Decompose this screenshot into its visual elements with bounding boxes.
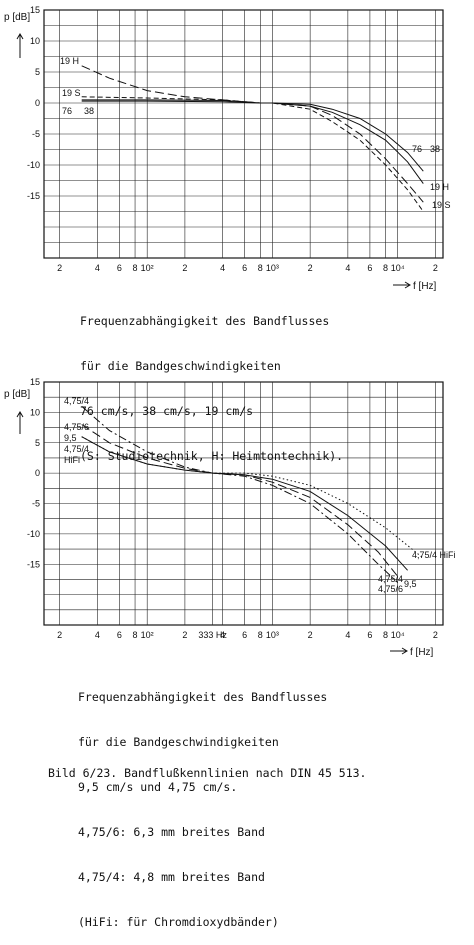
y-tick-label: 10 — [30, 407, 40, 417]
x-tick-label: 2 — [182, 630, 187, 640]
x-tick-label: 10³ — [266, 630, 279, 640]
curve-annotation: HiFi — [64, 455, 80, 465]
x-tick-label: 10⁴ — [391, 630, 405, 640]
x-tick-label: 6 — [242, 263, 247, 273]
curve-annotation: 4,75/6 — [64, 422, 89, 432]
caption-1-line: für die Bandgeschwindigkeiten — [80, 359, 281, 373]
x-tick-label: 6 — [367, 630, 372, 640]
figure-caption: Bild 6/23. Bandflußkennlinien nach DIN 4… — [48, 766, 367, 780]
y-tick-label: 5 — [35, 438, 40, 448]
x-tick-label: 8 — [133, 263, 138, 273]
caption-chart-1: Frequenzabhängigkeit des Bandflusses für… — [80, 284, 343, 479]
x-tick-label: 8 — [133, 630, 138, 640]
x-tick-label: 8 — [383, 263, 388, 273]
x-tick-label: 10² — [141, 630, 154, 640]
x-tick-label: 10⁴ — [391, 263, 405, 273]
x-tick-label: 2 — [433, 630, 438, 640]
x-tick-label: 2 — [308, 263, 313, 273]
x-tick-label: 2 — [433, 263, 438, 273]
curve-annotation: 4,75/4 — [378, 574, 403, 584]
x-tick-label: 4 — [220, 630, 225, 640]
x-tick-label: 10² — [141, 263, 154, 273]
caption-2-line: 9,5 cm/s und 4,75 cm/s. — [78, 780, 238, 794]
curve-annotation: 4,75/4 HiFi — [412, 550, 456, 560]
y-tick-label: -5 — [32, 499, 40, 509]
series-line — [81, 436, 408, 571]
x-tick-label: 2 — [182, 263, 187, 273]
curve-annotation: 19 S — [432, 200, 451, 210]
caption-2-line: (HiFi: für Chromdioxydbänder) — [78, 915, 279, 929]
y-tick-label: -15 — [27, 191, 40, 201]
y-tick-label: -10 — [27, 529, 40, 539]
series-line — [81, 96, 424, 212]
caption-1-line: Frequenzabhängigkeit des Bandflusses — [80, 314, 330, 328]
x-tick-label: 2 — [308, 630, 313, 640]
y-tick-label: 10 — [30, 36, 40, 46]
curve-annotation: 9,5 — [64, 433, 77, 443]
x-tick-label: 6 — [242, 630, 247, 640]
y-axis-label: p [dB] — [4, 12, 30, 23]
x-tick-label: 4 — [95, 630, 100, 640]
curve-annotation: 19 S — [62, 88, 81, 98]
y-axis-arrowhead — [16, 33, 24, 40]
x-tick-label: 2 — [57, 263, 62, 273]
x-axis-arrowhead — [404, 281, 411, 289]
caption-2-line: für die Bandgeschwindigkeiten — [78, 735, 279, 749]
x-tick-label: 2 — [57, 630, 62, 640]
curve-annotation: 9,5 — [404, 579, 417, 589]
curve-annotation: 38 — [84, 106, 94, 116]
caption-2-line: 4,75/4: 4,8 mm breites Band — [78, 870, 265, 884]
y-axis-arrowhead — [16, 411, 24, 418]
curve-annotation: 4,75/6 — [378, 584, 403, 594]
y-tick-label: -10 — [27, 160, 40, 170]
y-tick-label: 0 — [35, 468, 40, 478]
x-tick-label: 10³ — [266, 263, 279, 273]
x-tick-label: 8 — [258, 263, 263, 273]
series-line — [81, 436, 424, 559]
y-tick-label: 15 — [30, 377, 40, 387]
x-tick-label: 8 — [258, 630, 263, 640]
series-line — [81, 99, 424, 184]
y-tick-label: 15 — [30, 5, 40, 15]
curve-annotation: 38 — [430, 144, 440, 154]
x-tick-label: 6 — [117, 630, 122, 640]
curve-annotation: 76 — [62, 106, 72, 116]
y-tick-label: 0 — [35, 98, 40, 108]
x-tick-label: 333 Hz — [198, 630, 227, 640]
curve-annotation: 76 — [412, 144, 422, 154]
x-axis-arrowhead — [401, 647, 408, 655]
x-axis-label: f [Hz] — [410, 647, 434, 658]
x-axis-label: f [Hz] — [413, 281, 437, 292]
y-tick-label: 5 — [35, 67, 40, 77]
curve-annotation: 4,75/4 — [64, 444, 89, 454]
x-tick-label: 4 — [95, 263, 100, 273]
caption-2-line: 4,75/6: 6,3 mm breites Band — [78, 825, 265, 839]
x-tick-label: 6 — [117, 263, 122, 273]
caption-1-line: (S: Studiotechnik, H: Heimtontechnik). — [80, 449, 344, 463]
curve-annotation: 19 H — [60, 56, 79, 66]
caption-chart-2: Frequenzabhängigkeit des Bandflusses für… — [78, 660, 327, 945]
x-tick-label: 6 — [367, 263, 372, 273]
series-line — [81, 100, 424, 172]
x-tick-label: 4 — [345, 630, 350, 640]
y-tick-label: -5 — [32, 129, 40, 139]
series-line — [81, 405, 399, 583]
curve-annotation: 19 H — [430, 182, 449, 192]
caption-1-line: 76 cm/s, 38 cm/s, 19 cm/s — [80, 404, 254, 418]
y-tick-label: -15 — [27, 559, 40, 569]
caption-2-line: Frequenzabhängigkeit des Bandflusses — [78, 690, 328, 704]
x-tick-label: 4 — [220, 263, 225, 273]
y-axis-label: p [dB] — [4, 389, 30, 400]
x-tick-label: 4 — [345, 263, 350, 273]
curve-annotation: 4,75/4 — [64, 396, 89, 406]
x-tick-label: 8 — [383, 630, 388, 640]
